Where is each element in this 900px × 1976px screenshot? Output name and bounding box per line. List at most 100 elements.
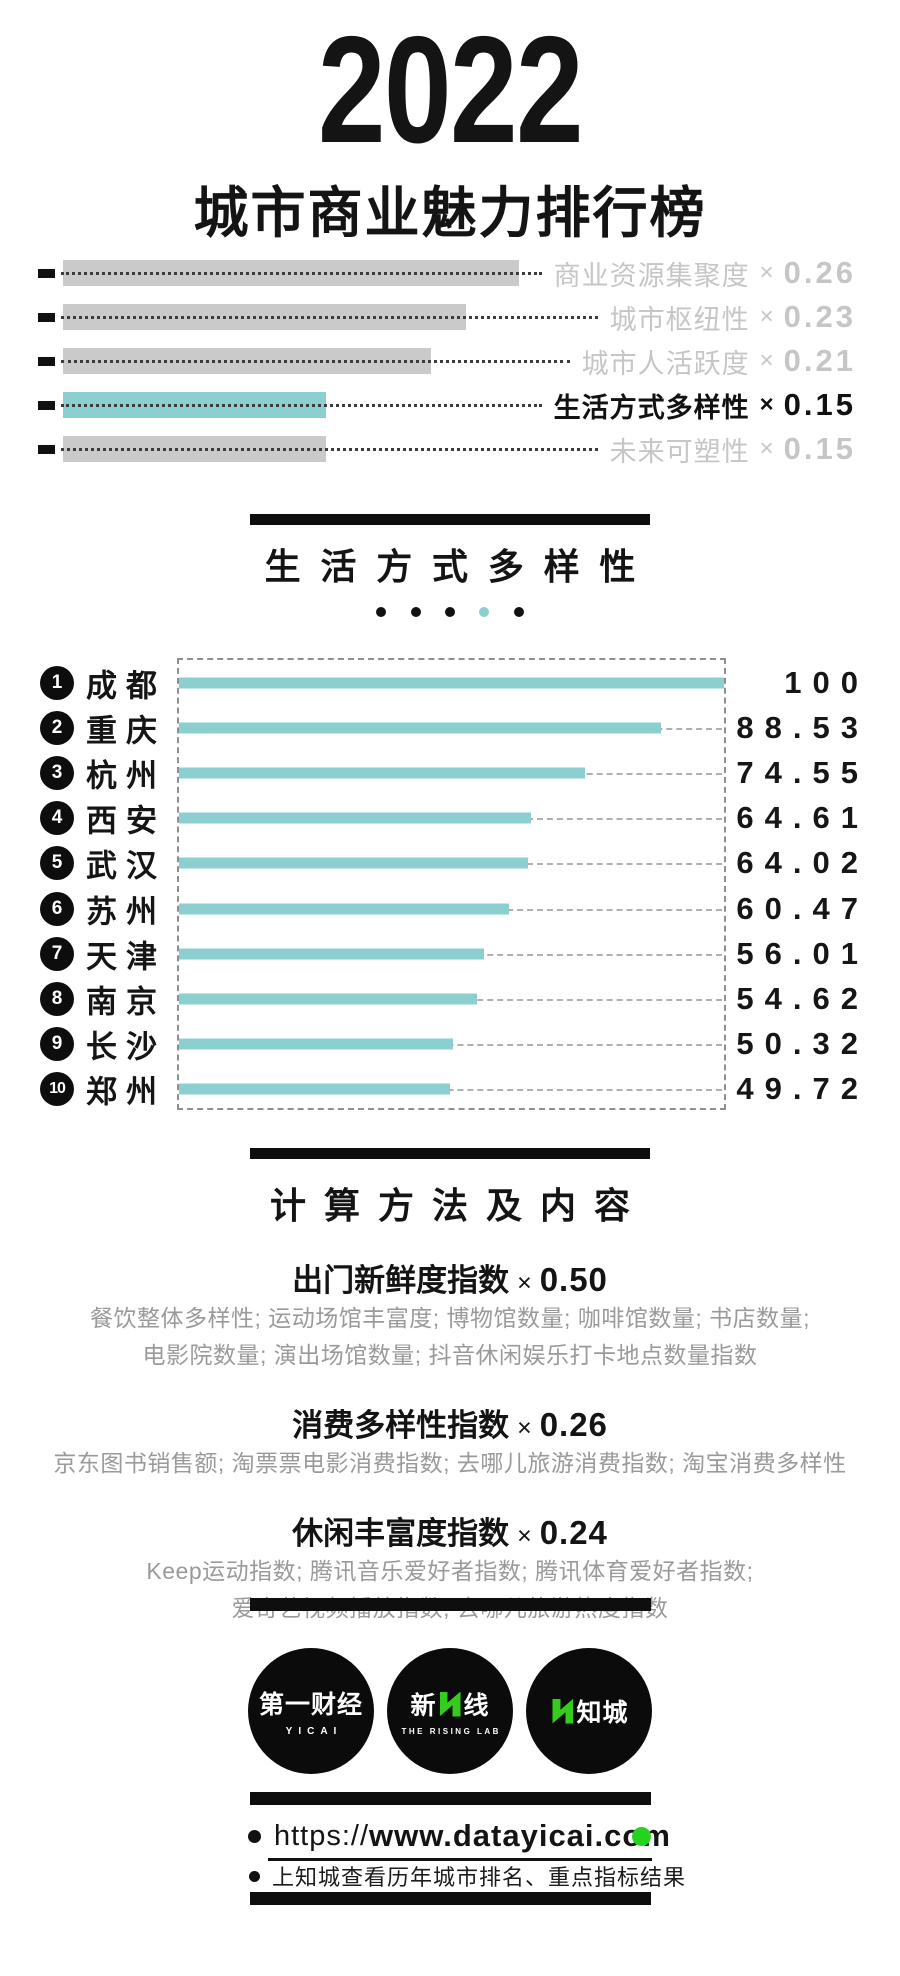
rank-badge: 9 <box>40 1027 74 1062</box>
chart-row: 5 武汉 64.02 <box>0 841 900 886</box>
weight-row: 城市枢纽性 × 0.23 <box>38 299 856 335</box>
page-dot <box>513 607 524 617</box>
yicai-logo-subtext: YICAI <box>285 1726 343 1737</box>
footer-rule-top <box>250 1792 651 1805</box>
bar <box>179 857 528 869</box>
weight-row: 未来可塑性 × 0.15 <box>38 431 856 467</box>
zhicheng-mark-icon <box>552 1698 574 1724</box>
method-name: 消费多样性指数 <box>292 1408 510 1443</box>
city-label: 南京 <box>86 984 166 1020</box>
multiply-sign: × <box>759 303 774 330</box>
city-label: 郑州 <box>86 1074 166 1110</box>
rank-badge: 1 <box>40 665 74 700</box>
url-prefix: https:// <box>274 1819 370 1852</box>
dash-marker-icon <box>38 356 55 366</box>
dash-marker-icon <box>38 268 55 278</box>
weight-row-highlighted: 生活方式多样性 × 0.15 <box>38 387 856 423</box>
weight-row: 城市人活跃度 × 0.21 <box>38 343 856 379</box>
rank-badge: 2 <box>40 710 74 745</box>
page-dot <box>479 607 490 617</box>
method-heading: 休闲丰富度指数 × 0.24 <box>0 1508 900 1553</box>
bar-value: 64.02 <box>736 845 869 881</box>
method-name: 出门新鲜度指数 <box>292 1263 510 1298</box>
chart-row: 2 重庆 88.53 <box>0 705 900 750</box>
city-label: 天津 <box>86 939 166 975</box>
bar <box>179 812 532 824</box>
bar-track <box>179 660 724 705</box>
bar <box>179 1083 450 1095</box>
page-dot <box>410 607 421 617</box>
the-rising-lab-logo: 新线 THE RISING LAB <box>387 1648 513 1774</box>
multiply-sign: × <box>759 391 774 418</box>
dotted-leader <box>61 315 598 319</box>
page-dot <box>445 607 455 617</box>
chart-row: 8 南京 54.62 <box>0 976 900 1021</box>
bar <box>179 1038 454 1050</box>
rank-badge: 8 <box>40 981 74 1016</box>
bar-track <box>179 886 724 931</box>
dash-marker-icon <box>38 444 55 454</box>
zhicheng-text: 知城 <box>576 1699 629 1727</box>
bar <box>179 677 724 689</box>
rising-lab-logo-subtext: THE RISING LAB <box>401 1727 501 1736</box>
bar-value: 56.01 <box>736 935 869 971</box>
footer-note-text: 上知城查看历年城市排名、重点指标结果 <box>272 1865 687 1890</box>
chart-dashed-frame <box>177 658 726 1110</box>
bar <box>179 903 509 915</box>
bar-value: 64.61 <box>736 800 869 836</box>
bar-value: 74.55 <box>736 754 869 790</box>
dash-marker-icon <box>38 400 55 410</box>
multiply-sign: × <box>759 259 774 286</box>
dash-marker-icon <box>38 312 55 322</box>
rising-lab-n-icon <box>439 1691 461 1717</box>
chart-row: 9 长沙 50.32 <box>0 1022 900 1067</box>
year-title: 2022 <box>317 5 584 175</box>
method-weight: 0.50 <box>539 1261 608 1298</box>
ranking-bar-chart: 1 成都 100 2 重庆 88.53 3 杭州 <box>0 655 900 1117</box>
chart-row: 1 成都 100 <box>0 660 900 705</box>
weight-value: 0.23 <box>783 299 856 334</box>
methods-title: 计算方法及内容 <box>269 1185 648 1226</box>
zhicheng-logo: 知城 <box>526 1648 652 1774</box>
bar <box>179 722 662 734</box>
chart-row: 4 西安 64.61 <box>0 796 900 841</box>
yicai-logo: 第一财经 YICAI <box>248 1648 374 1774</box>
rank-badge: 7 <box>40 936 74 971</box>
city-label: 成都 <box>86 668 166 704</box>
multiply-sign: × <box>759 347 774 374</box>
footer-rule-bottom <box>250 1892 651 1905</box>
bar-track <box>179 750 724 795</box>
weight-value: 0.15 <box>783 387 856 422</box>
city-label: 杭州 <box>86 758 166 794</box>
multiply-sign: × <box>517 1414 532 1442</box>
url-text: www.datayicai.com <box>369 1818 671 1853</box>
brand-logos: 第一财经 YICAI 新线 THE RISING LAB 知城 <box>0 1648 900 1774</box>
dotted-leader <box>61 271 542 275</box>
section-divider-bar <box>250 514 650 525</box>
dashed-gridline <box>179 1089 722 1092</box>
city-label: 武汉 <box>86 848 166 884</box>
url-underline <box>268 1858 652 1861</box>
chart-row: 6 苏州 60.47 <box>0 886 900 931</box>
section-divider-bar <box>250 1148 650 1159</box>
footer-note: 上知城查看历年城市排名、重点指标结果 <box>249 1860 686 1892</box>
method-heading: 消费多样性指数 × 0.26 <box>0 1400 900 1445</box>
bar-value: 50.32 <box>736 1026 869 1062</box>
weight-label: 商业资源集聚度 <box>553 260 750 291</box>
method-detail: 电影院数量; 演出场馆数量; 抖音休闲娱乐打卡地点数量指数 <box>142 1342 758 1368</box>
dotted-leader <box>61 403 542 407</box>
weight-label: 未来可塑性 <box>609 436 750 467</box>
rising-lab-text-pre: 新 <box>410 1692 437 1720</box>
method-name: 休闲丰富度指数 <box>292 1516 510 1551</box>
method-group: 消费多样性指数 × 0.26 京东图书销售额; 淘票票电影消费指数; 去哪儿旅游消费… <box>0 1400 900 1482</box>
bar-track <box>179 1067 724 1112</box>
page-dot <box>376 607 387 617</box>
bar-track <box>179 796 724 841</box>
website-link[interactable]: https:// www.datayicai.com <box>248 1818 670 1861</box>
chart-row: 3 杭州 74.55 <box>0 750 900 795</box>
weight-value: 0.15 <box>783 431 856 466</box>
method-group: 出门新鲜度指数 × 0.50 餐饮整体多样性; 运动场馆丰富度; 博物馆数量; 咖啡… <box>0 1255 900 1374</box>
bar-value: 100 <box>784 664 869 700</box>
bar-track <box>179 705 724 750</box>
